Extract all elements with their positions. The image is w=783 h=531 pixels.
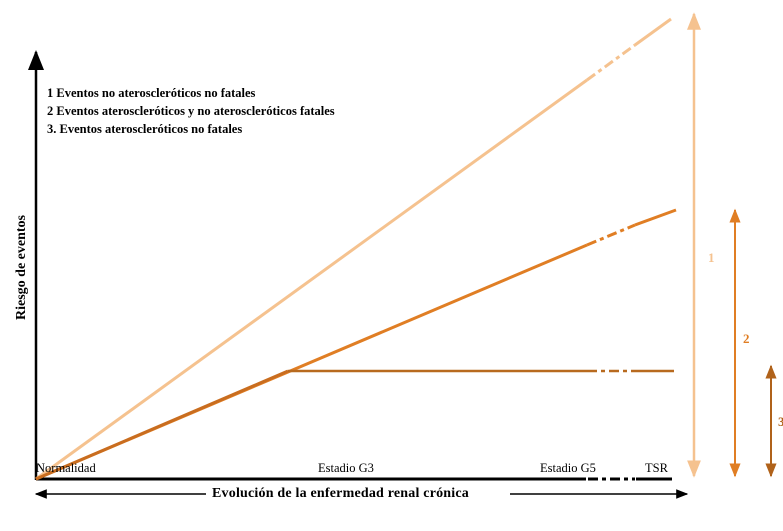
risk-line-3-rise [35, 369, 289, 481]
legend-item-1: 1 Eventos no ateroscleróticos no fatales [47, 86, 256, 100]
legend-item-2: 2 Eventos ateroscleróticos y no ateroscl… [47, 104, 335, 118]
range-marker-2: 2 [743, 331, 750, 346]
x-tick-estadio-g5: Estadio G5 [540, 461, 596, 475]
x-tick-estadio-g3: Estadio G3 [318, 461, 374, 475]
range-marker-3: 3 [778, 414, 783, 429]
risk-line-2-dashed [586, 223, 636, 247]
risk-line-2-end [634, 208, 677, 227]
y-axis-title: Riesgo de eventos [14, 215, 29, 320]
x-tick-tsr: TSR [645, 461, 668, 475]
risk-line-1-dashed [586, 43, 636, 82]
x-axis-title: Evolución de la enfermedad renal crónica [212, 486, 469, 501]
risk-line-1-end [634, 17, 672, 47]
x-tick-normalidad: Normalidad [36, 461, 96, 475]
range-marker-1: 1 [708, 250, 715, 265]
legend-item-3: 3. Eventos ateroscleróticos no fatales [47, 122, 243, 136]
risk-line-1 [35, 78, 588, 481]
legend: 1 Eventos no ateroscleróticos no fatales… [47, 84, 335, 138]
